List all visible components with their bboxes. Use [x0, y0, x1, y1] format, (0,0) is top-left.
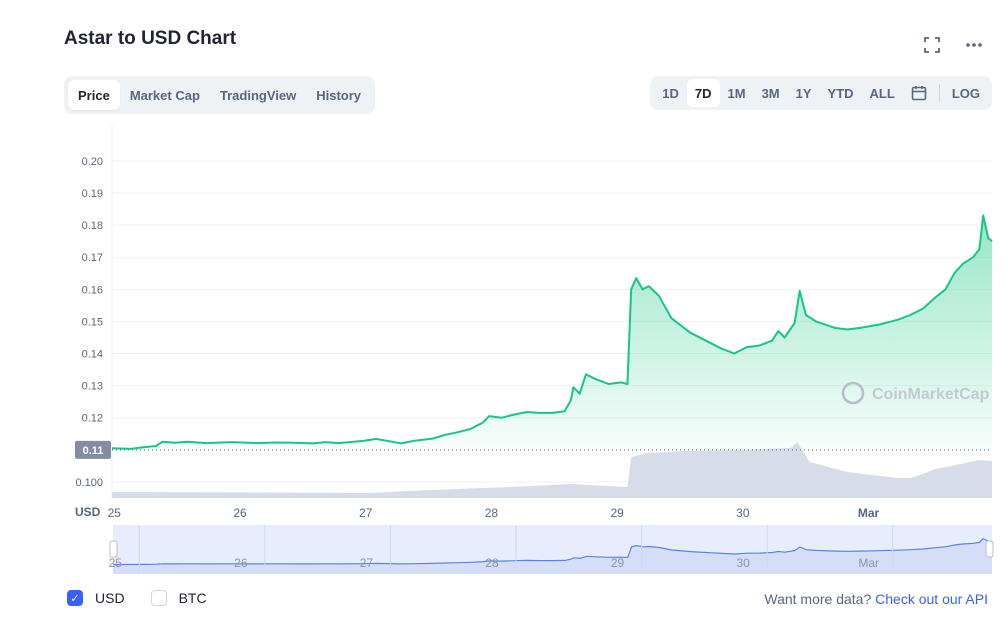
y-tick-label: 0.14 [82, 349, 103, 361]
api-text: Want more data? [764, 591, 872, 607]
time-range-selector: 1D 7D 1M 3M 1Y YTD ALL LOG [650, 76, 992, 110]
tab-tradingview[interactable]: TradingView [219, 87, 297, 103]
x-tick-label: 26 [233, 506, 247, 520]
tab-history[interactable]: History [316, 87, 362, 103]
price-area [112, 215, 992, 450]
btc-checkbox[interactable] [150, 590, 167, 606]
usd-checkbox[interactable]: ✓ [67, 590, 83, 606]
y-tick-label: 0.18 [82, 220, 103, 232]
x-tick-label: 25 [108, 506, 122, 520]
current-price-label: 0.11 [83, 445, 104, 457]
range-ytd[interactable]: YTD [827, 85, 854, 101]
volume-area [112, 442, 992, 498]
y-tick-label: 0.100 [75, 477, 103, 489]
y-tick-label: 0.15 [82, 316, 103, 328]
currency-toggles: ✓ USD BTC [67, 590, 223, 606]
navigator-tick-label: Mar [858, 556, 879, 570]
range-7d[interactable]: 7D [686, 79, 720, 107]
tab-market-cap[interactable]: Market Cap [129, 87, 200, 103]
chart-actions [922, 36, 984, 54]
navigator-left-handle[interactable] [109, 540, 118, 558]
btc-toggle[interactable]: BTC [150, 590, 207, 606]
x-tick-label: 30 [736, 506, 750, 520]
x-tick-label: 29 [610, 506, 624, 520]
range-1y[interactable]: 1Y [795, 85, 812, 101]
api-promo: Want more data? Check out our API [764, 591, 988, 607]
x-tick-label: 27 [359, 506, 373, 520]
chart-title: Astar to USD Chart [64, 28, 237, 49]
current-price-badge [75, 440, 111, 459]
range-all[interactable]: ALL [869, 85, 895, 101]
log-toggle[interactable]: LOG [951, 85, 980, 101]
calendar-icon[interactable] [903, 79, 935, 107]
navigator-area [113, 538, 992, 574]
watermark-text: CoinMarketCap [872, 386, 990, 403]
range-divider [938, 84, 940, 102]
x-tick-label: 28 [485, 506, 499, 520]
navigator-tick-label: 29 [611, 556, 625, 570]
y-tick-label: 0.17 [82, 252, 103, 264]
more-icon[interactable] [964, 36, 984, 54]
watermark-logo [841, 381, 865, 405]
x-tick-label: Mar [858, 506, 880, 520]
btc-label: BTC [178, 590, 207, 606]
api-link[interactable]: Check out our API [875, 591, 988, 607]
navigator-tick-label: 27 [360, 556, 374, 570]
chart-tabs: Price Market Cap TradingView History [64, 76, 376, 114]
navigator-tick-label: 28 [485, 556, 499, 570]
navigator-line [112, 537, 993, 566]
usd-label: USD [95, 590, 125, 606]
range-1m[interactable]: 1M [727, 85, 746, 101]
price-line[interactable] [111, 214, 993, 450]
currency-unit-label: USD [75, 505, 101, 519]
y-tick-label: 0.13 [82, 381, 103, 393]
navigator-tick-label: 30 [736, 556, 750, 570]
y-tick-label: 0.16 [82, 284, 103, 296]
navigator-right-handle[interactable] [985, 540, 994, 558]
fullscreen-icon[interactable] [922, 36, 942, 54]
range-1d[interactable]: 1D [662, 85, 679, 101]
y-tick-label: 0.20 [82, 156, 103, 168]
y-tick-label: 0.12 [82, 413, 103, 425]
navigator-tick-label: 26 [234, 556, 248, 570]
usd-toggle[interactable]: ✓ USD [67, 590, 125, 606]
range-3m[interactable]: 3M [761, 85, 780, 101]
y-tick-label: 0.19 [82, 188, 103, 200]
tab-price[interactable]: Price [68, 80, 120, 110]
navigator-tick-label: 25 [109, 556, 123, 570]
